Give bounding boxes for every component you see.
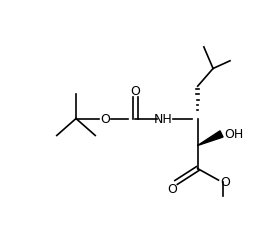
Text: NH: NH <box>154 112 172 126</box>
Text: O: O <box>100 112 110 126</box>
Text: O: O <box>130 85 140 98</box>
Text: O: O <box>220 175 230 188</box>
Text: O: O <box>167 182 177 195</box>
Text: OH: OH <box>225 128 244 141</box>
Polygon shape <box>198 131 223 146</box>
